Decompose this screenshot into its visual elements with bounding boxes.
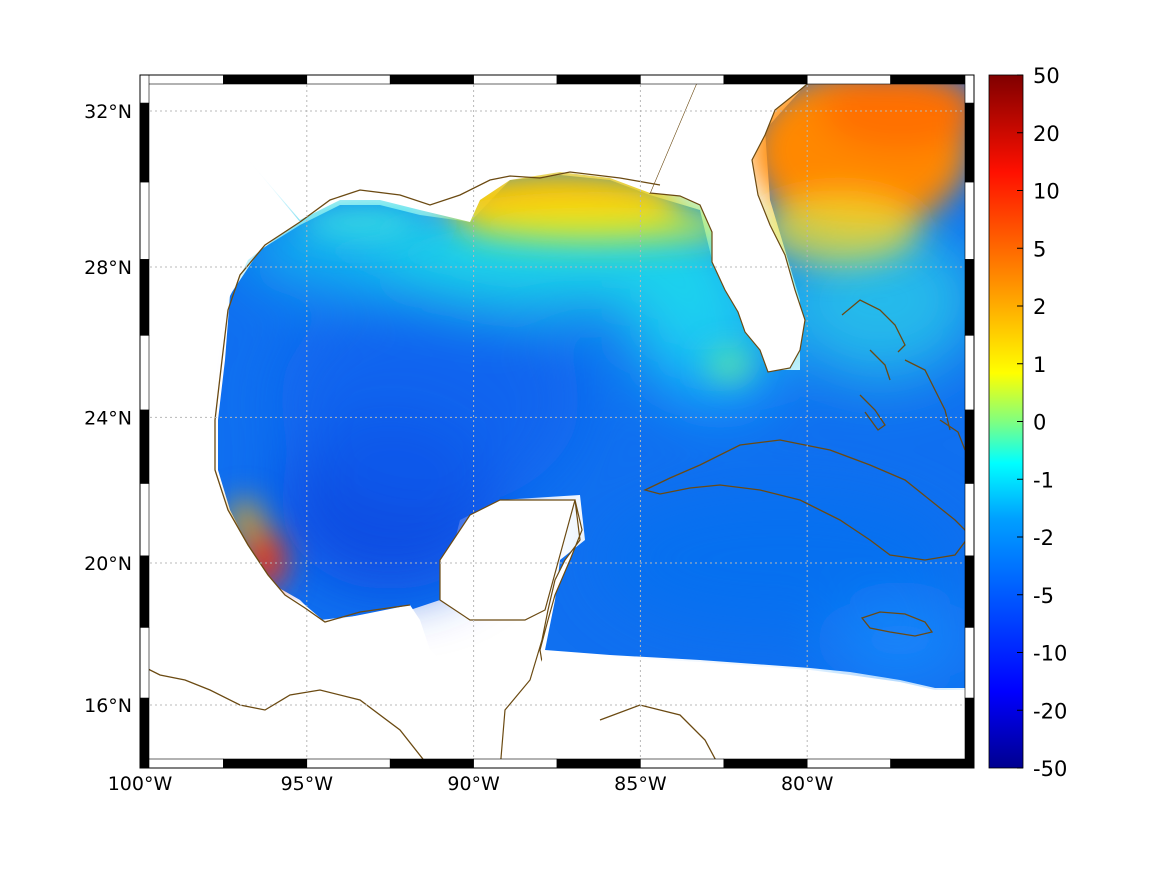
frame-segment-top	[223, 74, 308, 85]
lat-tick-label: 24°N	[84, 407, 132, 429]
latitude-labels: 32°N 28°N 24°N 20°N 16°N	[84, 101, 132, 717]
colorbar-tick-label: 0	[1033, 411, 1046, 435]
frame-segment-right	[964, 697, 975, 769]
frame-segment-left	[139, 697, 150, 769]
frame-segment-bottom	[556, 758, 641, 769]
lon-tick-label: 85°W	[614, 773, 667, 795]
south-land	[500, 652, 974, 768]
lat-tick-label: 16°N	[84, 695, 132, 717]
frame-segment-top	[306, 74, 391, 85]
frame-segment-left	[139, 555, 150, 628]
coastline	[140, 171, 971, 768]
frame-segment-top	[389, 74, 474, 85]
frame-segment-left	[139, 259, 150, 336]
frame-segment-top	[139, 74, 224, 85]
frame-segment-bottom	[723, 758, 808, 769]
frame-segment-right	[964, 409, 975, 484]
mexico-land	[140, 80, 500, 768]
frame-segment-right	[964, 74, 975, 104]
frame-segment-left	[139, 409, 150, 484]
lat-tick-label: 28°N	[84, 257, 132, 279]
frame-segment-right	[964, 627, 975, 699]
lat-tick-label: 32°N	[84, 101, 132, 123]
lon-tick-label: 80°W	[781, 773, 834, 795]
colorbar-tick-label: -50	[1033, 757, 1067, 781]
anomaly-field	[140, 75, 974, 768]
cuba-coast	[643, 439, 971, 561]
frame-outline	[139, 74, 975, 769]
frame-segment-right	[964, 334, 975, 411]
frame-segment-top	[890, 74, 975, 85]
frame-segment-left	[139, 334, 150, 411]
florida-land	[649, 75, 819, 373]
frame-segment-bottom	[389, 758, 474, 769]
frame-segment-bottom	[640, 758, 725, 769]
frame-segment-right	[964, 102, 975, 183]
frame-segment-bottom	[890, 758, 975, 769]
lat-tick-label: 20°N	[84, 553, 132, 575]
frame-segment-left	[139, 74, 150, 104]
frame-segment-bottom	[139, 758, 224, 769]
frame-segment-bottom	[306, 758, 391, 769]
frame-segment-top	[473, 74, 558, 85]
colorbar-tick-label: -2	[1033, 526, 1054, 550]
map-frame	[139, 74, 975, 769]
frame-segment-right	[964, 181, 975, 260]
frame-segment-left	[139, 102, 150, 183]
frame-segment-right	[964, 555, 975, 628]
colorbar-tick-label: 20	[1033, 122, 1060, 146]
longitude-labels: 100°W 95°W 90°W 85°W 80°W	[108, 773, 834, 795]
colorbar-tick-label: -10	[1033, 642, 1067, 666]
lon-tick-label: 100°W	[108, 773, 173, 795]
frame-segment-top	[723, 74, 808, 85]
us-land	[140, 75, 818, 222]
frame-segment-bottom	[223, 758, 308, 769]
frame-segment-bottom	[473, 758, 558, 769]
colorbar-tick-label: -1	[1033, 468, 1054, 492]
colorbar-tick-label: 1	[1033, 353, 1046, 377]
colorbar-tick-label: 10	[1033, 180, 1060, 204]
lon-tick-label: 90°W	[447, 773, 500, 795]
jamaica-coast	[860, 611, 934, 637]
frame-segment-bottom	[806, 758, 891, 769]
colorbar-tick-label: -20	[1033, 699, 1067, 723]
colorbar-tick-label: 5	[1033, 237, 1046, 261]
frame-segment-left	[139, 483, 150, 557]
lon-tick-label: 95°W	[281, 773, 334, 795]
bahamas-coast	[841, 299, 951, 431]
frame-segment-right	[964, 259, 975, 336]
frame-segment-left	[139, 181, 150, 260]
colorbar-tick-label: -5	[1033, 584, 1054, 608]
colorbar-tick-label: 2	[1033, 295, 1046, 319]
grid-lines	[140, 75, 974, 768]
frame-segment-right	[964, 483, 975, 557]
frame-segment-top	[556, 74, 641, 85]
frame-segment-left	[139, 627, 150, 699]
colorbar-tick-label: 50	[1033, 64, 1060, 88]
frame-segment-top	[806, 74, 891, 85]
frame-segment-top	[640, 74, 725, 85]
